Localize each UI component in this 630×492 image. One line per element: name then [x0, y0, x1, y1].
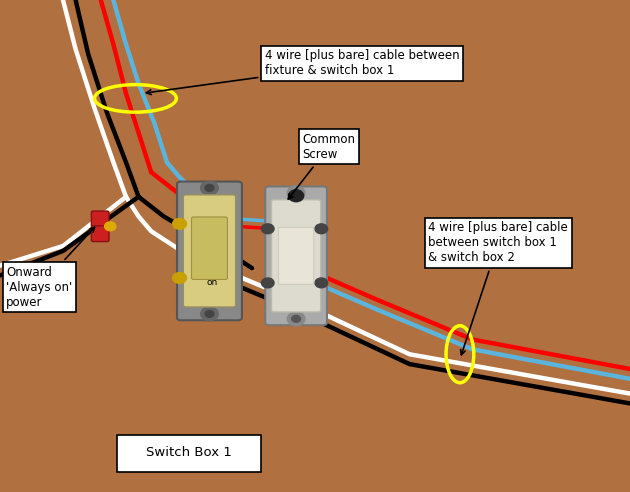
FancyBboxPatch shape	[177, 182, 242, 320]
FancyBboxPatch shape	[192, 217, 227, 279]
Circle shape	[292, 189, 301, 196]
Text: on: on	[207, 278, 218, 287]
FancyBboxPatch shape	[272, 200, 321, 312]
Circle shape	[289, 190, 304, 202]
Circle shape	[173, 218, 186, 229]
FancyBboxPatch shape	[265, 186, 327, 325]
Circle shape	[287, 312, 305, 326]
Text: 4 wire [plus bare] cable
between switch box 1
& switch box 2: 4 wire [plus bare] cable between switch …	[428, 221, 568, 355]
Circle shape	[173, 273, 186, 283]
FancyBboxPatch shape	[183, 195, 236, 307]
FancyBboxPatch shape	[91, 226, 109, 242]
Circle shape	[205, 184, 214, 191]
Circle shape	[261, 224, 274, 234]
Circle shape	[200, 307, 218, 321]
Circle shape	[287, 186, 305, 200]
Circle shape	[200, 181, 218, 195]
Text: Onward
'Always on'
power: Onward 'Always on' power	[6, 227, 94, 308]
Text: Common
Screw: Common Screw	[289, 133, 355, 199]
FancyBboxPatch shape	[91, 211, 109, 227]
FancyBboxPatch shape	[117, 435, 261, 472]
Circle shape	[315, 278, 328, 288]
Text: Switch Box 1: Switch Box 1	[146, 446, 232, 459]
Circle shape	[261, 278, 274, 288]
Circle shape	[292, 315, 301, 322]
FancyBboxPatch shape	[278, 227, 314, 284]
Circle shape	[205, 310, 214, 317]
Circle shape	[105, 222, 116, 231]
Circle shape	[315, 224, 328, 234]
Text: 4 wire [plus bare] cable between
fixture & switch box 1: 4 wire [plus bare] cable between fixture…	[146, 49, 459, 94]
